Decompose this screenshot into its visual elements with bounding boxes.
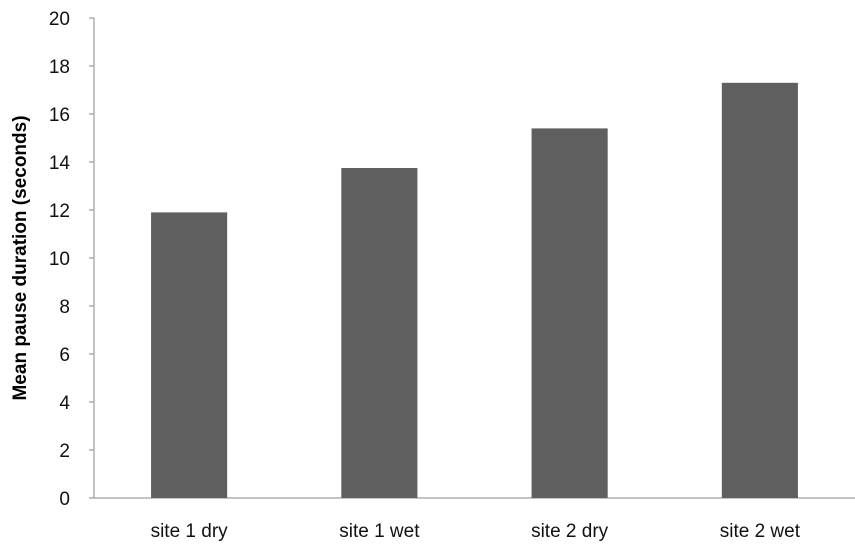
x-category-label: site 1 dry xyxy=(151,521,229,542)
y-tick-label: 20 xyxy=(49,9,70,30)
x-category-label: site 2 dry xyxy=(531,521,609,542)
y-tick-label: 16 xyxy=(49,105,70,126)
x-category-label: site 2 wet xyxy=(720,521,801,542)
y-axis-ticks: 0 2 4 6 8 10 12 14 16 18 20 xyxy=(49,9,94,510)
bar-site-1-dry xyxy=(151,212,228,498)
bar-site-2-wet xyxy=(721,82,798,499)
x-axis-ticks: site 1 dry site 1 wet site 2 dry site 2 wet xyxy=(151,521,801,542)
y-tick-label: 2 xyxy=(59,441,70,462)
y-tick-label: 12 xyxy=(49,201,70,222)
y-tick-label: 18 xyxy=(49,57,70,78)
bar-site-1-wet xyxy=(341,168,418,498)
y-tick-label: 4 xyxy=(59,393,70,414)
bar-site-2-dry xyxy=(531,128,608,498)
y-axis-title: Mean pause duration (seconds) xyxy=(10,115,31,400)
y-tick-label: 0 xyxy=(59,489,70,510)
x-category-label: site 1 wet xyxy=(339,521,420,542)
y-tick-label: 10 xyxy=(49,249,70,270)
y-tick-label: 14 xyxy=(49,153,71,174)
y-tick-label: 8 xyxy=(59,297,70,318)
bar-series xyxy=(151,82,798,499)
y-tick-label: 6 xyxy=(59,345,70,366)
